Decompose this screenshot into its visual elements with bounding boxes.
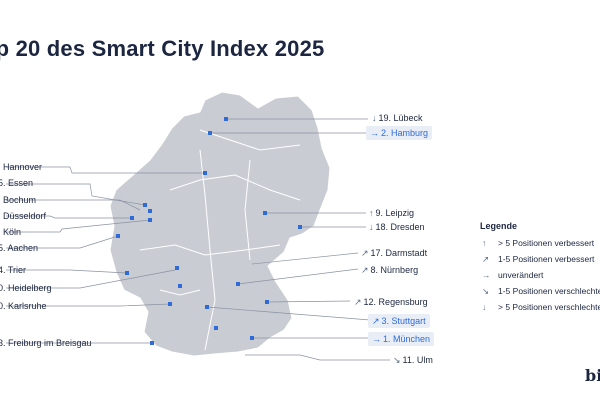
city-label-muenchen: → 1. München (368, 332, 435, 346)
marker-koeln (148, 218, 152, 222)
city-label-freiburg: 3. Freiburg im Breisgau (0, 338, 92, 348)
legend-title: Legende (480, 221, 518, 231)
marker-ulm (214, 326, 218, 330)
marker-darmstadt (175, 266, 179, 270)
city-label-essen: 5. Essen (0, 178, 34, 188)
marker-hannover (203, 171, 207, 175)
marker-essen (143, 203, 147, 207)
germany-shape (109, 91, 331, 357)
leader-lines (6, 118, 390, 361)
city-label-nuernberg: ↗ 8. Nürnberg (361, 265, 419, 275)
city-label-duesseldorf: . Düsseldorf (0, 211, 47, 221)
city-label-hamburg: → 2. Hamburg (366, 126, 433, 140)
marker-nuernberg (236, 282, 240, 286)
city-label-leipzig: ↑ 9. Leipzig (369, 208, 415, 218)
marker-luebeck (224, 117, 228, 121)
legend-item: ↘ 1-5 Positionen verschlechtert (482, 286, 600, 296)
marker-leipzig (263, 211, 267, 215)
city-label-trier: 4. Trier (0, 265, 27, 275)
marker-muenchen (250, 336, 254, 340)
marker-aachen (116, 234, 120, 238)
marker-karlsruhe (168, 302, 172, 306)
marker-bochum (148, 209, 152, 213)
city-label-darmstadt: ↗ 17. Darmstadt (361, 248, 428, 258)
city-markers (116, 117, 302, 345)
marker-heidelberg (178, 284, 182, 288)
arrow-right-icon: → (482, 270, 491, 280)
marker-stuttgart (205, 305, 209, 309)
arrow-down-right-icon: ↘ (482, 286, 490, 296)
legend-item: ↑ > 5 Positionen verbessert (482, 238, 595, 248)
city-label-stuttgart: ↗ 3. Stuttgart (368, 314, 430, 328)
city-label-hannover: . Hannover (0, 162, 43, 172)
city-label-karlsruhe: 0. Karlsruhe (0, 301, 47, 311)
legend-item: ↗ 1-5 Positionen verbessert (482, 254, 595, 264)
city-label-koeln: . Köln (0, 227, 22, 237)
brand-logo: bi (585, 366, 600, 385)
arrow-up-right-icon: ↗ (482, 254, 490, 264)
city-label-dresden: ↓ 18. Dresden (369, 222, 425, 232)
marker-duesseldorf (130, 216, 134, 220)
marker-regensburg (265, 300, 269, 304)
marker-freiburg (150, 341, 154, 345)
city-label-regensburg: ↗ 12. Regensburg (354, 297, 428, 307)
marker-dresden (298, 225, 302, 229)
marker-trier (125, 271, 129, 275)
arrow-down-icon: ↓ (482, 302, 487, 312)
arrow-up-icon: ↑ (482, 238, 487, 248)
legend-item: → unverändert (482, 270, 544, 280)
city-label-luebeck: ↓ 19. Lübeck (372, 113, 423, 123)
city-label-ulm: ↘ 11. Ulm (393, 355, 433, 365)
page-title: op 20 des Smart City Index 2025 (0, 36, 325, 61)
city-label-aachen: 5. Aachen (0, 243, 39, 253)
legend-item: ↓ > 5 Positionen verschlechtert (482, 302, 600, 312)
city-label-heidelberg: 0. Heidelberg (0, 283, 52, 293)
marker-hamburg (208, 131, 212, 135)
city-label-bochum: . Bochum (0, 195, 37, 205)
state-borders (139, 129, 301, 351)
